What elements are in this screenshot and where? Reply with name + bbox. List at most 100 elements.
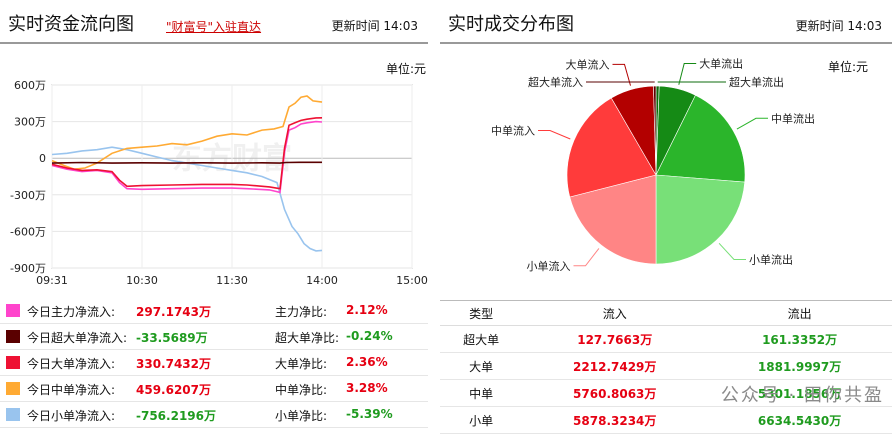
- summary-row: 今日大单净流入: 330.7432万 大单净比: 2.36%: [0, 350, 428, 376]
- pie-label: 小单流入: [527, 259, 571, 273]
- row-type: 中单: [440, 379, 523, 407]
- pie-leader-line: [612, 63, 631, 86]
- fund-flow-header: 实时资金流向图 "财富号"入驻直达 更新时间 14:03: [0, 0, 428, 44]
- pie-leader-line: [718, 242, 746, 260]
- pie-slice: [655, 174, 746, 265]
- row-in: 5878.3234万: [522, 406, 708, 434]
- ratio-value: 2.36%: [346, 355, 388, 369]
- row-out: 6634.5430万: [707, 406, 892, 434]
- header-out: 流出: [707, 300, 892, 326]
- pie-label: 中单流入: [491, 124, 535, 138]
- pie-label: 大单流入: [566, 57, 610, 71]
- pie-slice: [655, 94, 746, 183]
- x-tick-label: 09:31: [36, 274, 68, 287]
- distribution-table: 类型 流入 流出 超大单 127.7663万 161.3352万 大单 2212…: [440, 300, 892, 434]
- pie-leader-line: [538, 130, 571, 140]
- x-tick-label: 14:00: [306, 274, 338, 287]
- summary-label: 今日大单净流入:: [27, 357, 116, 371]
- table-row: 超大单 127.7663万 161.3352万: [440, 325, 892, 353]
- y-tick-label: -900万: [10, 262, 46, 275]
- pie-leader-line: [736, 117, 768, 130]
- y-tick-label: 300万: [14, 116, 46, 129]
- pie-slice: [566, 97, 657, 198]
- fund-flow-chart: 东方财富 600万 300万 0 -300万 -600万 -900万 09:31 10:30 11…: [0, 60, 428, 290]
- ratio-label: 小单净比:: [275, 409, 328, 423]
- x-tick-label: 11:30: [216, 274, 248, 287]
- ratio-value: 3.28%: [346, 381, 388, 395]
- legend-swatch: [6, 356, 20, 369]
- row-in: 2212.7429万: [522, 352, 708, 380]
- distribution-title: 实时成交分布图: [448, 14, 574, 35]
- y-tick-label: 0: [39, 152, 46, 165]
- y-tick-label: -600万: [10, 225, 46, 238]
- fund-flow-summary: 今日主力净流入: 297.1743万 主力净比: 2.12% 今日超大单净流入: -33.…: [0, 298, 428, 428]
- summary-value: 297.1743万: [136, 305, 212, 319]
- x-tick-label: 10:30: [126, 274, 158, 287]
- summary-row: 今日小单净流入: -756.2196万 小单净比: -5.39%: [0, 402, 428, 428]
- distribution-panel: 实时成交分布图 更新时间 14:03 单位:元 超大单流出 大单流出 中单流出 小单流…: [440, 0, 892, 434]
- distribution-chart: 超大单流出 大单流出中单流出小单流出 小单流入 中单流入 大单流入超大单流入: [440, 45, 892, 290]
- pie-leader-line: [573, 248, 600, 267]
- pie-leader-line: [678, 63, 697, 85]
- legend-swatch: [6, 382, 20, 395]
- table-header-row: 类型 流入 流出: [440, 300, 892, 326]
- table-row: 大单 2212.7429万 1881.9997万: [440, 352, 892, 380]
- legend-swatch: [6, 408, 20, 421]
- summary-row: 今日中单净流入: 459.6207万 中单净比: 3.28%: [0, 376, 428, 402]
- row-out: 161.3352万: [707, 325, 892, 353]
- summary-value: -33.5689万: [136, 331, 208, 345]
- series-line: [51, 95, 323, 171]
- ratio-label: 主力净比:: [275, 305, 328, 319]
- y-tick-label: 600万: [14, 79, 46, 92]
- row-in: 5760.8063万: [522, 379, 708, 407]
- summary-row: 今日超大单净流入: -33.5689万 超大单净比: -0.24%: [0, 324, 428, 350]
- promo-link[interactable]: "财富号"入驻直达: [166, 20, 262, 34]
- series-line: [51, 117, 323, 190]
- header-type: 类型: [440, 300, 523, 326]
- summary-label: 今日超大单净流入:: [27, 331, 128, 345]
- ratio-label: 中单净比:: [275, 383, 328, 397]
- summary-label: 今日中单净流入:: [27, 383, 116, 397]
- row-in: 127.7663万: [522, 325, 708, 353]
- pie-label: 超大单流出: [729, 75, 784, 89]
- pie-label: 小单流出: [749, 253, 793, 267]
- pie-label: 大单流出: [699, 57, 743, 71]
- distribution-unit: 单位:元: [827, 60, 868, 74]
- pie-slice: [653, 85, 657, 176]
- distribution-header: 实时成交分布图 更新时间 14:03: [440, 0, 892, 44]
- x-tick-label: 15:00: [396, 274, 428, 287]
- distribution-update-time: 更新时间 14:03: [795, 19, 882, 33]
- summary-value: 459.6207万: [136, 383, 212, 397]
- ratio-label: 大单净比:: [275, 357, 328, 371]
- row-type: 超大单: [440, 325, 523, 353]
- pie-label: 中单流出: [771, 111, 815, 125]
- summary-label: 今日小单净流入:: [27, 409, 116, 423]
- wechat-watermark: 公众号 · 田你共盈: [720, 385, 884, 406]
- summary-label: 今日主力净流入:: [27, 305, 116, 319]
- row-out: 5301.1856万: [707, 379, 892, 407]
- ratio-value: 2.12%: [346, 303, 388, 317]
- summary-value: -756.2196万: [136, 409, 216, 423]
- series-line: [51, 161, 322, 164]
- header-in: 流入: [522, 300, 708, 326]
- summary-row: 今日主力净流入: 297.1743万 主力净比: 2.12%: [0, 298, 428, 324]
- y-tick-label: -300万: [10, 189, 46, 202]
- row-type: 小单: [440, 406, 523, 434]
- legend-swatch: [6, 330, 20, 343]
- table-row: 中单 5760.8063万 5301.1856万: [440, 379, 892, 407]
- fund-flow-title: 实时资金流向图: [8, 14, 134, 35]
- ratio-label: 超大单净比:: [275, 331, 340, 345]
- legend-swatch: [6, 304, 20, 317]
- pie-label: 超大单流入: [528, 75, 583, 89]
- fund-flow-panel: 实时资金流向图 "财富号"入驻直达 更新时间 14:03 单位:元 东方财富 60…: [0, 0, 428, 433]
- ratio-value: -0.24%: [346, 329, 393, 343]
- row-type: 大单: [440, 352, 523, 380]
- summary-value: 330.7432万: [136, 357, 212, 371]
- row-out: 1881.9997万: [707, 352, 892, 380]
- fund-flow-unit: 单位:元: [385, 62, 426, 76]
- series-line: [51, 146, 323, 252]
- ratio-value: -5.39%: [346, 407, 393, 421]
- pie-slice: [569, 174, 657, 265]
